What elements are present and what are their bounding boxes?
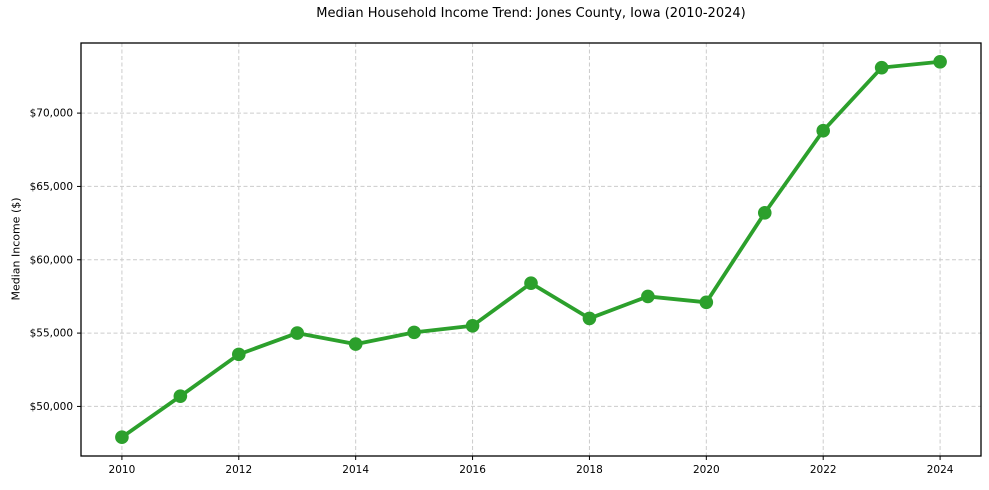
data-point-marker <box>816 123 831 138</box>
data-point-marker <box>231 347 246 362</box>
x-tick-label: 2022 <box>810 464 837 476</box>
y-tick-label: $70,000 <box>30 108 73 120</box>
data-point-marker <box>348 337 363 351</box>
chart-title: Median Household Income Trend: Jones Cou… <box>316 6 746 21</box>
x-tick-label: 2010 <box>109 464 136 476</box>
x-tick-label: 2014 <box>342 464 369 476</box>
x-tick-label: 2018 <box>576 464 603 476</box>
data-point-marker <box>290 326 305 340</box>
x-tick-label: 2020 <box>693 464 720 476</box>
data-point-marker <box>173 389 188 403</box>
y-tick-label: $50,000 <box>30 401 73 413</box>
data-point-marker <box>699 295 714 310</box>
data-point-marker <box>641 289 655 304</box>
y-tick-label: $65,000 <box>30 181 73 193</box>
plot-frame <box>80 42 982 457</box>
data-point-marker <box>757 206 772 220</box>
data-point-marker <box>933 54 947 69</box>
data-point-marker <box>115 430 129 445</box>
x-tick-label: 2016 <box>459 464 486 476</box>
data-point-marker <box>465 318 480 333</box>
data-point-marker <box>524 276 538 291</box>
income-trend-line <box>120 59 942 440</box>
data-point-marker <box>407 325 421 340</box>
y-tick-label: $55,000 <box>30 328 73 340</box>
x-tick-label: 2024 <box>927 464 954 476</box>
data-point-marker <box>582 311 597 326</box>
y-tick-label: $60,000 <box>30 254 73 266</box>
data-point-marker <box>874 60 889 75</box>
x-tick-label: 2012 <box>225 464 252 476</box>
